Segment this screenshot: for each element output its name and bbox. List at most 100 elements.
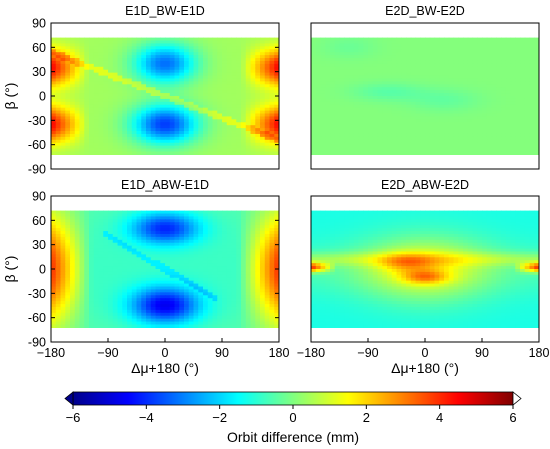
heatmap-cell	[51, 101, 57, 106]
heatmap-cell	[117, 145, 123, 150]
heatmap-cell	[65, 274, 71, 279]
heatmap-cell	[150, 90, 157, 94]
heatmap-cell	[420, 101, 426, 106]
heatmap-cell	[377, 96, 383, 100]
heatmap-cell	[226, 55, 233, 59]
heatmap-cell	[505, 128, 512, 132]
heatmap-cell	[51, 128, 57, 132]
heatmap-cell	[51, 75, 57, 80]
heatmap-cell	[169, 55, 176, 59]
heatmap-cell	[231, 231, 237, 235]
heatmap-cell	[269, 116, 275, 120]
heatmap-cell	[245, 46, 252, 50]
heatmap-cell	[222, 78, 228, 82]
heatmap-cell	[510, 104, 516, 109]
heatmap-cell	[207, 239, 214, 244]
heatmap-cell	[510, 46, 516, 50]
heatmap-cell	[472, 136, 478, 141]
heatmap-cell	[122, 231, 128, 235]
heatmap-cell	[198, 104, 204, 109]
heatmap-cell	[198, 66, 204, 71]
heatmap-cell	[496, 133, 502, 138]
heatmap-cell	[146, 219, 152, 223]
heatmap-cell	[382, 122, 388, 126]
heatmap-cell	[226, 131, 233, 135]
heatmap-cell	[505, 66, 512, 71]
heatmap-cell	[155, 254, 161, 258]
heatmap-cell	[501, 90, 507, 94]
heatmap-cell	[212, 151, 218, 155]
heatmap-cell	[241, 128, 247, 132]
heatmap-cell	[463, 43, 469, 47]
y-tick-label: -60	[28, 138, 46, 152]
heatmap-cell	[250, 90, 256, 94]
heatmap-cell	[203, 55, 209, 59]
heatmap-cell	[320, 104, 326, 109]
heatmap-cell	[439, 58, 445, 62]
heatmap-cell	[112, 225, 119, 229]
heatmap-cell	[236, 128, 242, 132]
heatmap-cell	[93, 43, 100, 47]
heatmap-cell	[117, 266, 123, 270]
heatmap-cell	[108, 260, 114, 264]
heatmap-cell	[179, 271, 185, 276]
heatmap-cell	[55, 216, 62, 220]
heatmap-cell	[320, 116, 326, 120]
heatmap-cell	[260, 133, 266, 138]
heatmap-cell	[89, 81, 95, 85]
heatmap-cell	[79, 119, 85, 123]
heatmap-cell	[472, 93, 478, 97]
heatmap-cell	[79, 87, 85, 91]
heatmap-cell	[70, 233, 76, 238]
heatmap-cell	[89, 60, 95, 65]
heatmap-cell	[217, 274, 223, 279]
heatmap-cell	[448, 104, 455, 109]
heatmap-cell	[127, 216, 133, 220]
heatmap-cell	[174, 145, 180, 150]
heatmap-cell	[472, 46, 478, 50]
heatmap-cell	[217, 139, 223, 144]
heatmap-cell	[274, 60, 279, 65]
heatmap-cell	[169, 239, 176, 244]
heatmap-cell	[179, 55, 185, 59]
heatmap-cell	[401, 116, 407, 120]
heatmap-cell	[477, 98, 483, 103]
heatmap-cell	[453, 93, 459, 97]
heatmap-cell	[334, 148, 341, 153]
heatmap-cell	[260, 210, 266, 215]
heatmap-cell	[131, 142, 138, 147]
heatmap-cell	[241, 46, 247, 50]
heatmap-cell	[320, 40, 326, 45]
heatmap-cell	[112, 242, 119, 247]
heatmap-cell	[524, 116, 531, 120]
heatmap-cell	[74, 78, 81, 82]
heatmap-cell	[274, 43, 279, 47]
heatmap-cell	[255, 104, 261, 109]
heatmap-cell	[353, 96, 360, 100]
heatmap-cell	[458, 136, 464, 141]
heatmap-cell	[458, 66, 464, 71]
heatmap-cell	[382, 148, 388, 153]
heatmap-cell	[344, 69, 350, 74]
heatmap-cell	[188, 254, 195, 258]
heatmap-cell	[231, 119, 237, 123]
heatmap-cell	[231, 63, 237, 68]
heatmap-cell	[353, 87, 360, 91]
heatmap-cell	[387, 116, 393, 120]
heatmap-cell	[439, 37, 445, 42]
heatmap-cell	[463, 133, 469, 138]
heatmap-cell	[174, 233, 180, 238]
heatmap-cell	[434, 122, 440, 126]
heatmap-cell	[372, 113, 379, 118]
heatmap-cell	[372, 145, 379, 150]
heatmap-cell	[150, 131, 157, 135]
heatmap-cell	[108, 254, 114, 258]
heatmap-cell	[353, 98, 360, 103]
heatmap-cell	[217, 239, 223, 244]
heatmap-cell	[269, 119, 275, 123]
heatmap-cell	[212, 271, 218, 276]
heatmap-cell	[112, 133, 119, 138]
heatmap-cell	[169, 119, 176, 123]
heatmap-cell	[269, 145, 275, 150]
heatmap-cell	[226, 254, 233, 258]
